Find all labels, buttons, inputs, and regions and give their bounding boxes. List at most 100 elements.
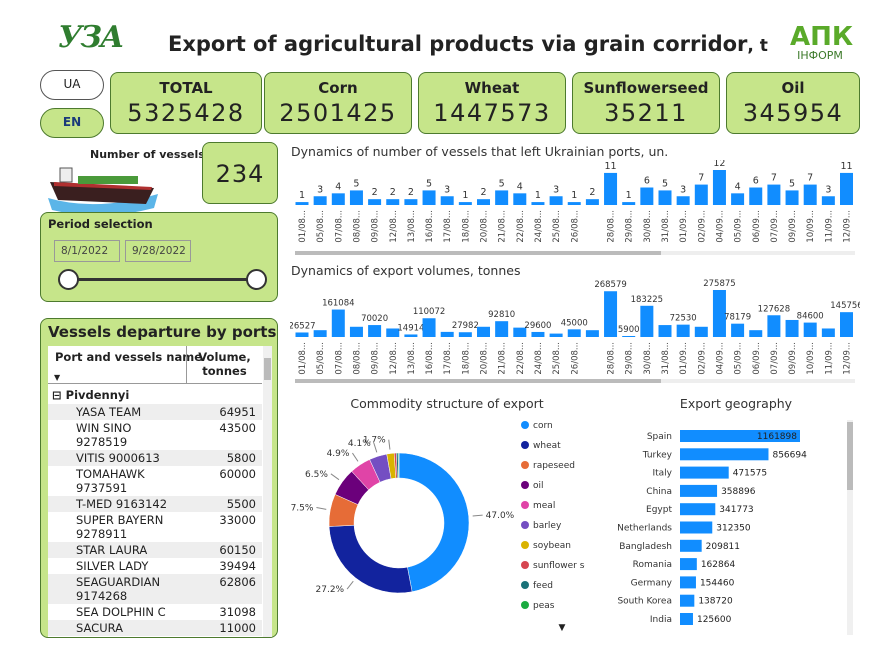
bar xyxy=(680,484,718,497)
leader-line xyxy=(352,452,359,462)
bar xyxy=(676,324,690,337)
data-label: 6.5% xyxy=(305,470,328,480)
table-row: YASA TEAM 64951 xyxy=(48,404,262,420)
x-tick-label: 17/08... xyxy=(443,210,453,243)
bar xyxy=(440,196,454,205)
logo-right-top: АПК xyxy=(790,22,854,52)
x-tick-label: 21/08... xyxy=(498,210,508,243)
x-tick-label: 04/09... xyxy=(715,210,725,243)
slider-track xyxy=(69,278,259,281)
scrollbar[interactable] xyxy=(263,346,272,637)
table-row: SEAGUARDIAN 9174268 62806 xyxy=(48,574,262,604)
data-label: 2 xyxy=(408,187,414,198)
period-title: Period selection xyxy=(48,217,153,231)
x-tick-label: 05/09... xyxy=(734,210,744,243)
bar xyxy=(368,199,382,205)
bar xyxy=(386,199,400,205)
table-body: ⊟ Pivdennyi YASA TEAM 64951 WIN SINO 92785… xyxy=(48,386,262,636)
kpi-label: TOTAL xyxy=(159,79,213,97)
leader-line xyxy=(346,580,354,590)
group-name: Pivdennyi xyxy=(65,388,130,402)
vessel-volume: 33000 xyxy=(219,513,256,527)
chart-title: Export geography xyxy=(679,396,793,411)
date-end[interactable]: 9/28/2022 xyxy=(125,240,191,262)
vessel-name: VITIS 9000613 xyxy=(76,451,160,465)
data-label: 1 xyxy=(571,190,577,201)
x-tick-label: 13/08... xyxy=(407,342,417,375)
lang-button[interactable]: UA xyxy=(40,70,104,100)
bar xyxy=(386,328,400,337)
x-tick-label: 02/09... xyxy=(697,342,707,375)
bar xyxy=(458,332,472,337)
bar xyxy=(821,196,835,205)
data-label: 154460 xyxy=(700,578,735,588)
legend-swatch xyxy=(521,601,529,609)
x-tick-label: 18/08... xyxy=(461,342,471,375)
x-tick-label: 07/09... xyxy=(770,210,780,243)
data-label: 78179 xyxy=(724,313,751,323)
x-tick-label: 28/08... xyxy=(607,210,617,243)
sort-arrow[interactable]: ▼ xyxy=(54,373,61,382)
slider-handle[interactable] xyxy=(246,269,267,290)
x-tick-label: 29/08... xyxy=(625,210,635,243)
legend-label: feed xyxy=(533,581,553,591)
category-label: Netherlands xyxy=(617,524,672,534)
x-tick-label: 31/08... xyxy=(661,342,671,375)
legend-label: soybean xyxy=(533,541,571,551)
legend-swatch xyxy=(521,581,529,589)
vessel-name: SEAGUARDIAN 9174268 xyxy=(76,575,161,603)
leader-line xyxy=(330,473,340,481)
kpi-label: Corn xyxy=(318,79,358,97)
slider-handle[interactable] xyxy=(58,269,79,290)
scroll-thumb[interactable] xyxy=(264,358,271,380)
x-tick-label: 20/08... xyxy=(480,210,490,243)
kpi-label: Oil xyxy=(781,79,805,97)
x-tick-label: 10/09... xyxy=(806,210,816,243)
data-label: 11 xyxy=(605,161,617,172)
x-tick-label: 11/09... xyxy=(824,210,834,243)
x-tick-label: 06/09... xyxy=(752,342,762,375)
bar xyxy=(712,170,726,205)
bar xyxy=(585,330,599,337)
kpi-value: 2501425 xyxy=(279,99,397,127)
lang-button[interactable]: EN xyxy=(40,108,104,138)
table-row: VITIS 9000613 5800 xyxy=(48,450,262,466)
bar xyxy=(331,309,345,337)
legend-label: sunflower seed xyxy=(533,561,585,571)
water xyxy=(48,194,158,216)
x-tick-label: 05/08... xyxy=(316,210,326,243)
kpi-card: Corn 2501425 xyxy=(264,72,412,134)
bar xyxy=(622,335,636,337)
vessel-volume: 62806 xyxy=(219,575,256,589)
bar xyxy=(567,329,581,337)
bar xyxy=(404,199,418,205)
bar xyxy=(604,172,618,205)
x-tick-label: 01/08... xyxy=(298,342,308,375)
group-row[interactable]: ⊟ Pivdennyi xyxy=(52,388,130,402)
category-label: Germany xyxy=(631,578,673,588)
data-label: 358896 xyxy=(721,487,756,497)
data-label: 2 xyxy=(372,187,378,198)
data-label: 5900 xyxy=(618,325,640,335)
vessel-volume: 64951 xyxy=(219,405,256,419)
data-label: 183225 xyxy=(631,295,663,305)
bar xyxy=(368,325,382,337)
data-label: 7 xyxy=(807,173,813,184)
ship-icon xyxy=(48,167,158,216)
kpi-value: 345954 xyxy=(742,99,844,127)
slice xyxy=(398,452,470,593)
x-tick-label: 26/08... xyxy=(570,210,580,243)
data-label: 5 xyxy=(353,178,359,189)
table-row: SACURA 11000 xyxy=(48,620,262,636)
bar xyxy=(313,196,327,205)
chart-title: Dynamics of number of vessels that left … xyxy=(291,144,669,159)
data-label: 1161898 xyxy=(757,432,797,442)
date-start[interactable]: 8/1/2022 xyxy=(54,240,120,262)
category-label: South Korea xyxy=(617,597,672,607)
data-label: 4.9% xyxy=(327,449,350,459)
x-tick-label: 09/09... xyxy=(788,342,798,375)
x-tick-label: 12/09... xyxy=(843,342,853,375)
bar xyxy=(422,318,436,337)
table-row: TOMAHAWK 9737591 60000 xyxy=(48,466,262,496)
bar xyxy=(658,190,672,205)
